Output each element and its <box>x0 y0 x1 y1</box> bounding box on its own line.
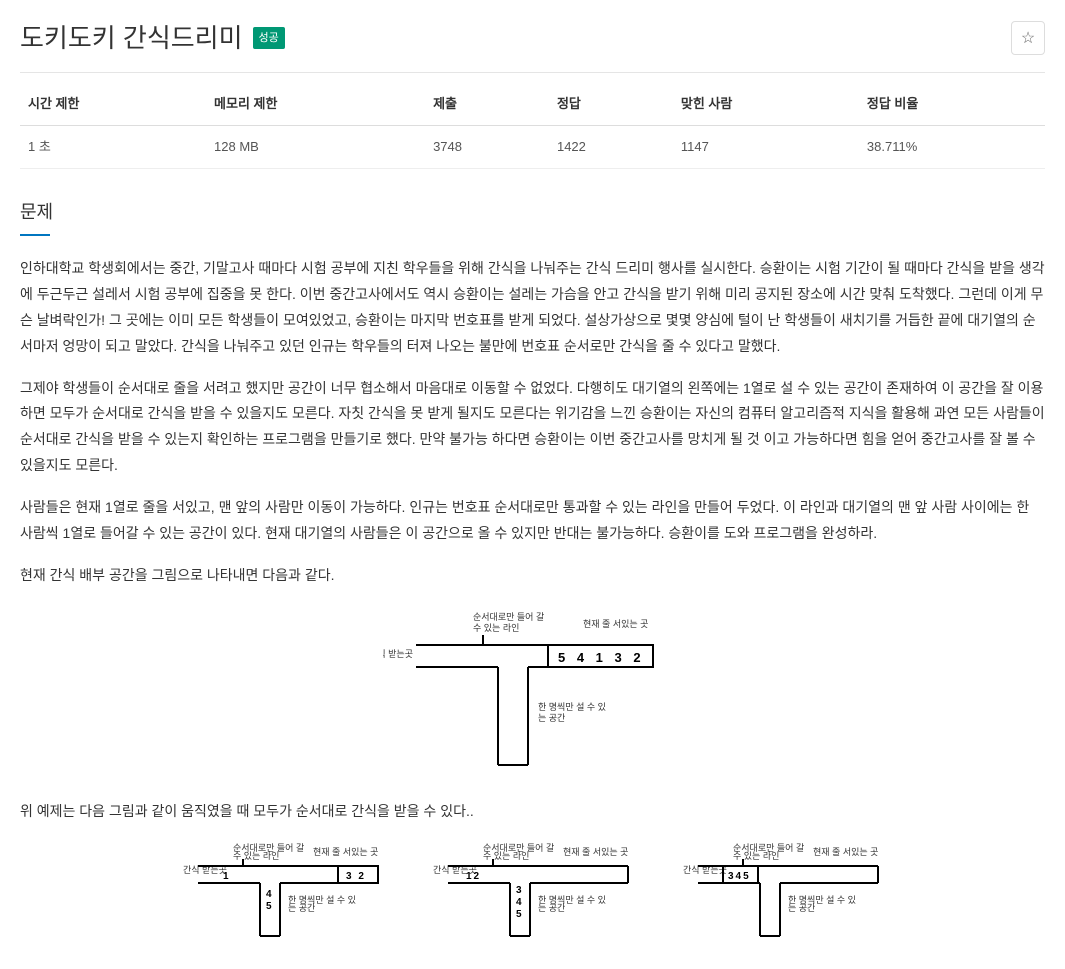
col-submissions: 제출 <box>425 83 549 126</box>
col-ratio: 정답 비율 <box>859 83 1045 126</box>
status-badge: 성공 <box>253 27 285 50</box>
val-time-limit: 1 초 <box>20 126 206 169</box>
section-underline <box>20 234 50 236</box>
diagram-step-3: 순서대로만 들어 갈수 있는 라인 현재 줄 서있는 곳 간식 받는곳 한 명씩… <box>678 841 888 941</box>
diagram-main: 순서대로만 들어 갈 수 있는 라인 현재 줄 서있는 곳 간식 받는곳 한 명… <box>20 605 1045 775</box>
paragraph: 인하대학교 학생회에서는 중간, 기말고사 때마다 시험 공부에 지친 학우들을… <box>20 256 1045 360</box>
table-row: 1 초 128 MB 3748 1422 1147 38.711% <box>20 126 1045 169</box>
title-wrap: 도키도키 간식드리미 성공 <box>20 16 285 60</box>
label-tl: 순서대로만 들어 갈수 있는 라인 <box>483 843 554 861</box>
label-left: 간식 받는곳 <box>383 649 413 659</box>
stats-table: 시간 제한 메모리 제한 제출 정답 맞힌 사람 정답 비율 1 초 128 M… <box>20 83 1045 169</box>
nums-left: 345 <box>728 871 751 882</box>
nums-left: 12 <box>466 871 481 882</box>
diagram-step-2: 순서대로만 들어 갈수 있는 라인 현재 줄 서있는 곳 간식 받는곳 한 명씩… <box>428 841 638 941</box>
col-solvers: 맞힌 사람 <box>673 83 859 126</box>
col-time-limit: 시간 제한 <box>20 83 206 126</box>
nums-right: 3 2 <box>346 871 366 882</box>
label-b: 한 명씩만 설 수 있는 공간 <box>538 894 606 913</box>
label-tl: 순서대로만 들어 갈수 있는 라인 <box>233 843 304 861</box>
table-header-row: 시간 제한 메모리 제한 제출 정답 맞힌 사람 정답 비율 <box>20 83 1045 126</box>
diagram-steps: 순서대로만 들어 갈수 있는 라인 현재 줄 서있는 곳 간식 받는곳 한 명씩… <box>20 841 1045 941</box>
paragraph: 위 예제는 다음 그림과 같이 움직였을 때 모두가 순서대로 간식을 받을 수… <box>20 799 1045 825</box>
paragraph: 그제야 학생들이 순서대로 줄을 서려고 했지만 공간이 너무 협소해서 마음대… <box>20 376 1045 480</box>
val-correct: 1422 <box>549 126 673 169</box>
nums-vert: 345 <box>516 885 524 920</box>
nums-left: 1 <box>223 871 231 882</box>
label-top-right: 현재 줄 서있는 곳 <box>583 618 648 629</box>
favorite-button[interactable]: ☆ <box>1011 21 1045 55</box>
section-heading: 문제 <box>20 197 53 228</box>
label-b: 한 명씩만 설 수 있는 공간 <box>288 894 356 913</box>
label-tr: 현재 줄 서있는 곳 <box>813 846 878 857</box>
col-memory-limit: 메모리 제한 <box>206 83 425 126</box>
val-solvers: 1147 <box>673 126 859 169</box>
nums-vert: 45 <box>266 889 274 912</box>
label-bottom: 한 명씩만 설 수 있 는 공간 <box>538 701 608 723</box>
problem-title: 도키도키 간식드리미 <box>20 16 243 60</box>
star-icon: ☆ <box>1021 28 1035 48</box>
diagram-numbers: 5 4 1 3 2 <box>558 650 645 665</box>
page-header: 도키도키 간식드리미 성공 ☆ <box>20 16 1045 73</box>
val-memory-limit: 128 MB <box>206 126 425 169</box>
col-correct: 정답 <box>549 83 673 126</box>
label-tr: 현재 줄 서있는 곳 <box>313 846 378 857</box>
label-tr: 현재 줄 서있는 곳 <box>563 846 628 857</box>
label-b: 한 명씩만 설 수 있는 공간 <box>788 894 856 913</box>
label-top-left: 순서대로만 들어 갈 수 있는 라인 <box>473 612 547 633</box>
paragraph: 사람들은 현재 1열로 줄을 서있고, 맨 앞의 사람만 이동이 가능하다. 인… <box>20 495 1045 547</box>
paragraph: 현재 간식 배부 공간을 그림으로 나타내면 다음과 같다. <box>20 563 1045 589</box>
diagram-main-svg: 순서대로만 들어 갈 수 있는 라인 현재 줄 서있는 곳 간식 받는곳 한 명… <box>383 605 683 775</box>
val-ratio: 38.711% <box>859 126 1045 169</box>
label-tl: 순서대로만 들어 갈수 있는 라인 <box>733 843 804 861</box>
diagram-step-1: 순서대로만 들어 갈수 있는 라인 현재 줄 서있는 곳 간식 받는곳 한 명씩… <box>178 841 388 941</box>
val-submissions: 3748 <box>425 126 549 169</box>
